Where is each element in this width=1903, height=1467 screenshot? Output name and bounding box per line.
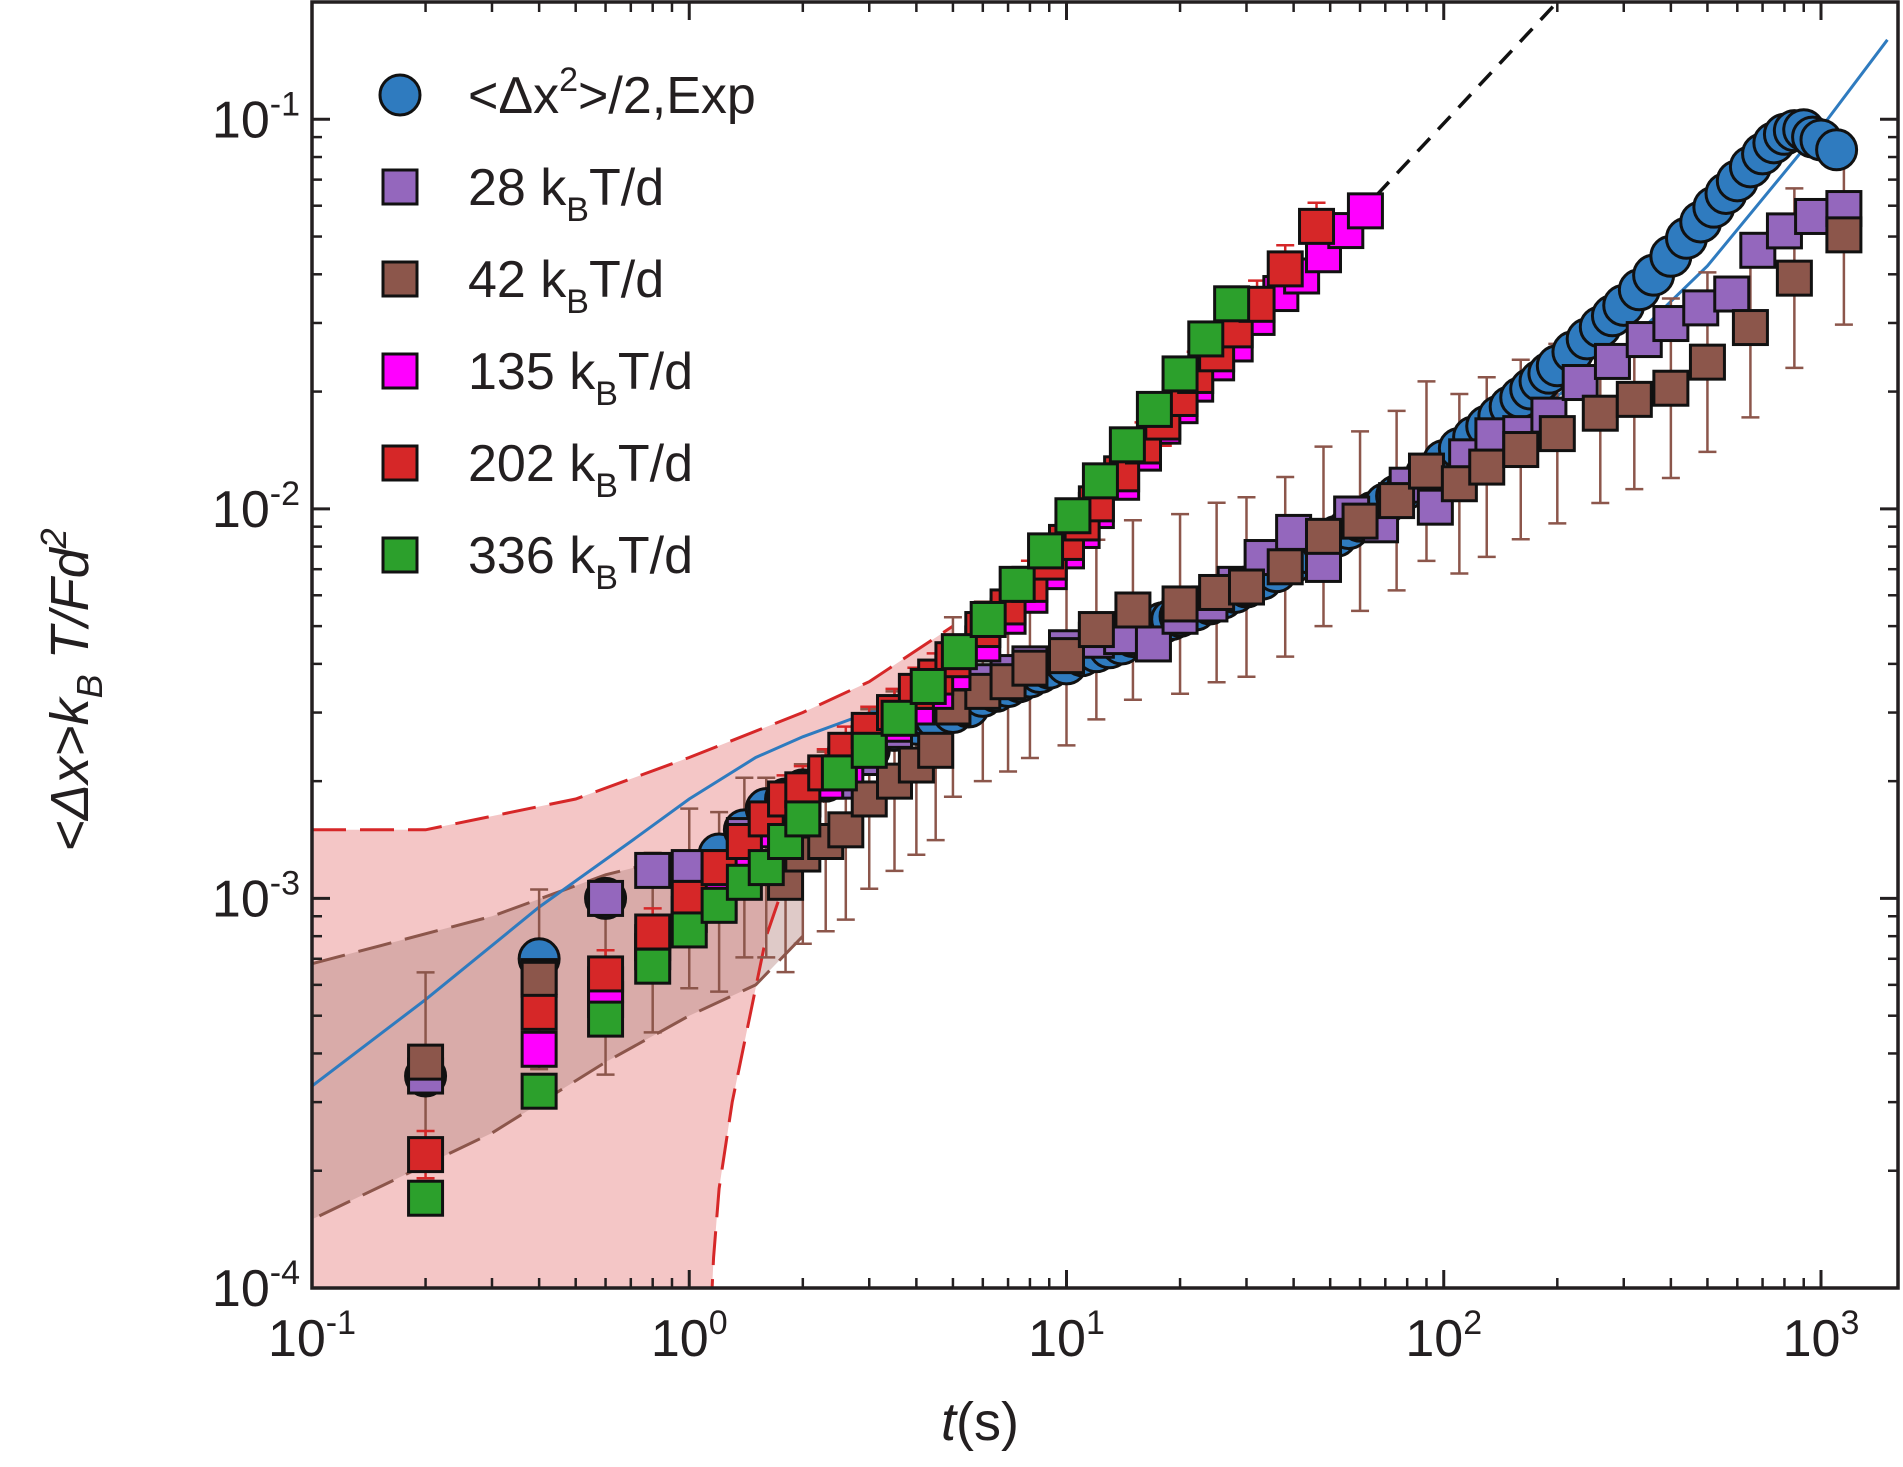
plot-frame (310, 0, 1900, 1290)
point-s42 (407, 1043, 445, 1081)
legend: <Δx2>/2,Exp 28 kBT/d 42 kBT/d 135 kBT/d 202 … (378, 61, 756, 597)
point-s135 (1346, 192, 1384, 230)
y-tick-label: 10-4 (212, 1254, 300, 1318)
legend-label-s28: 28 kBT/d (468, 159, 664, 229)
x-axis: 10-1 100 101 102 103 (268, 2, 1859, 1368)
point-s42 (1468, 448, 1506, 486)
point-s336 (969, 600, 1007, 638)
point-s42 (520, 960, 558, 998)
x-tick-label: 100 (651, 1304, 728, 1368)
point-s135 (520, 1030, 558, 1068)
legend-marker-s135 (381, 352, 419, 390)
point-s28 (634, 851, 672, 889)
point-s42 (1652, 369, 1690, 407)
brown-band-lower-edge (312, 935, 804, 1221)
legend-marker-s336 (381, 536, 419, 574)
y-tick-label: 10-1 (212, 85, 300, 149)
point-s336 (520, 1072, 558, 1110)
x-tick-label: 103 (1783, 1304, 1860, 1368)
point-s42 (1011, 649, 1049, 687)
point-s336 (1081, 462, 1119, 500)
legend-label-s202: 202 kBT/d (468, 435, 693, 505)
point-s202 (634, 913, 672, 951)
point-s336 (1187, 320, 1225, 358)
point-s336 (909, 667, 947, 705)
point-s336 (407, 1179, 445, 1217)
point-s28 (1561, 364, 1599, 402)
point-s42 (1266, 548, 1304, 586)
point-exp (1815, 128, 1859, 172)
y-tick-label: 10-3 (212, 864, 300, 928)
point-s42 (1825, 216, 1863, 254)
point-s202 (670, 879, 708, 917)
point-s336 (587, 1000, 625, 1038)
point-s336 (940, 633, 978, 671)
legend-marker-exp (378, 73, 422, 117)
point-s336 (880, 699, 918, 737)
point-s336 (1108, 426, 1146, 464)
point-s336 (1054, 497, 1092, 535)
point-s336 (1027, 532, 1065, 570)
legend-marker-s28 (381, 168, 419, 206)
point-s42 (917, 731, 955, 769)
point-s42 (1615, 380, 1653, 418)
point-s42 (827, 811, 865, 849)
point-s42 (1731, 309, 1769, 347)
point-s28 (1713, 275, 1751, 313)
point-s202 (1298, 207, 1336, 245)
point-s28 (1275, 513, 1313, 551)
point-s42 (1047, 637, 1085, 675)
point-s42 (1538, 415, 1576, 453)
point-s42 (1407, 452, 1445, 490)
x-axis-label: t(s) (941, 1392, 1019, 1452)
point-s42 (1114, 591, 1152, 629)
point-s336 (634, 947, 672, 985)
point-s28 (1682, 289, 1720, 327)
data-markers (404, 108, 1863, 1217)
point-s336 (670, 911, 708, 949)
x-tick-label: 10-1 (268, 1304, 356, 1368)
point-s42 (1502, 431, 1540, 469)
point-s42 (1688, 343, 1726, 381)
point-s42 (1077, 611, 1115, 649)
y-axis-label: <Δx>kB T/Fd2 (33, 528, 110, 851)
legend-label-exp: <Δx2>/2,Exp (468, 61, 756, 125)
point-s336 (1213, 285, 1251, 323)
point-s202 (587, 955, 625, 993)
point-s42 (1227, 568, 1265, 606)
point-s202 (1266, 250, 1304, 288)
y-axis: 10-4 10-3 10-2 10-1 (212, 0, 1898, 1318)
legend-label-s336: 336 kBT/d (468, 527, 693, 597)
point-s336 (784, 800, 822, 838)
point-s28 (1593, 342, 1631, 380)
point-s336 (1161, 355, 1199, 393)
y-tick-label: 10-2 (212, 475, 300, 539)
point-s28 (1416, 488, 1454, 526)
red-band-upper-edge (312, 624, 954, 832)
point-s28 (1652, 305, 1690, 343)
legend-marker-s42 (381, 260, 419, 298)
point-s336 (998, 565, 1036, 603)
x-tick-label: 102 (1405, 1304, 1482, 1368)
point-s42 (1304, 517, 1342, 555)
point-s28 (587, 879, 625, 917)
point-s202 (520, 993, 558, 1031)
legend-marker-s202 (381, 444, 419, 482)
legend-label-s135: 135 kBT/d (468, 343, 693, 413)
point-s42 (1161, 585, 1199, 623)
point-s42 (1581, 394, 1619, 432)
point-s336 (1135, 390, 1173, 428)
legend-label-s42: 42 kBT/d (468, 251, 664, 321)
point-s336 (820, 754, 858, 792)
point-s336 (850, 731, 888, 769)
point-s42 (1775, 259, 1813, 297)
point-s28 (1794, 197, 1832, 235)
point-s202 (407, 1136, 445, 1174)
x-tick-label: 101 (1028, 1304, 1105, 1368)
point-s42 (1378, 482, 1416, 520)
point-s42 (1341, 502, 1379, 540)
